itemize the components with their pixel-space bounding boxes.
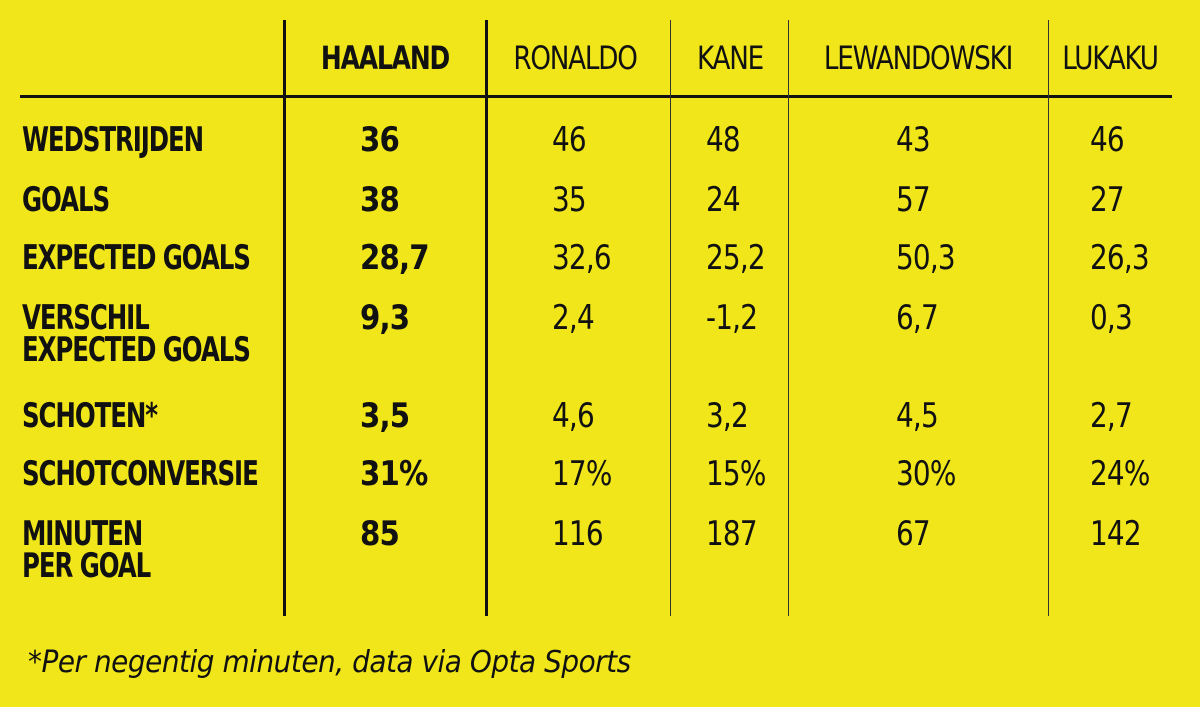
- table-cell: 187: [706, 514, 758, 554]
- table-cell: 27: [1090, 180, 1125, 220]
- table-cell: 85: [360, 514, 400, 554]
- table-cell: 46: [552, 120, 587, 160]
- column-header-ronaldo: RONALDO: [513, 39, 638, 77]
- row-label: SCHOTEN*: [22, 396, 158, 436]
- table-cell: 36: [360, 120, 400, 160]
- table-cell: 116: [552, 514, 604, 554]
- table-cell: 4,5: [896, 396, 939, 436]
- table-cell: 35: [552, 180, 587, 220]
- table-cell: 3,5: [360, 396, 410, 436]
- footnote: *Per negentig minuten, data via Opta Spo…: [28, 645, 631, 680]
- table-cell: 15%: [706, 454, 766, 494]
- column-header-haaland: HAALAND: [320, 39, 450, 77]
- table-cell: 46: [1090, 120, 1125, 160]
- row-label: VERSCHIL EXPECTED GOALS: [22, 298, 251, 370]
- table-cell: 31%: [360, 454, 428, 494]
- table-cell: 9,3: [360, 298, 410, 338]
- table-cell: 28,7: [360, 238, 430, 278]
- table-cell: 2,4: [552, 298, 595, 338]
- table-cell: -1,2: [706, 298, 758, 338]
- column-divider-left: [283, 20, 286, 616]
- row-label: EXPECTED GOALS: [22, 238, 251, 278]
- row-label: MINUTEN PER GOAL: [22, 514, 151, 586]
- table-cell: 32,6: [552, 238, 612, 278]
- column-divider-highlight: [485, 20, 488, 616]
- table-cell: 43: [896, 120, 931, 160]
- table-cell: 24%: [1090, 454, 1150, 494]
- table-cell: 25,2: [706, 238, 766, 278]
- table-cell: 17%: [552, 454, 612, 494]
- row-label: SCHOTCONVERSIE: [22, 454, 259, 494]
- header-divider: [20, 95, 1172, 98]
- column-header-kane: KANE: [697, 39, 764, 77]
- row-label: GOALS: [22, 180, 110, 220]
- row-label: WEDSTRIJDEN: [22, 120, 204, 160]
- table-cell: 67: [896, 514, 931, 554]
- table-cell: 24: [706, 180, 741, 220]
- table-cell: 50,3: [896, 238, 956, 278]
- table-cell: 2,7: [1090, 396, 1133, 436]
- table-cell: 30%: [896, 454, 956, 494]
- table-cell: 3,2: [706, 396, 749, 436]
- column-divider: [788, 20, 789, 616]
- column-header-lewandowski: LEWANDOWSKI: [823, 39, 1013, 77]
- table-cell: 6,7: [896, 298, 939, 338]
- table-cell: 4,6: [552, 396, 595, 436]
- column-header-lukaku: LUKAKU: [1062, 39, 1159, 77]
- table-cell: 0,3: [1090, 298, 1133, 338]
- table-cell: 26,3: [1090, 238, 1150, 278]
- column-divider: [670, 20, 671, 616]
- table-cell: 48: [706, 120, 741, 160]
- column-divider: [1048, 20, 1049, 616]
- table-cell: 142: [1090, 514, 1142, 554]
- table-cell: 57: [896, 180, 931, 220]
- table-cell: 38: [360, 180, 400, 220]
